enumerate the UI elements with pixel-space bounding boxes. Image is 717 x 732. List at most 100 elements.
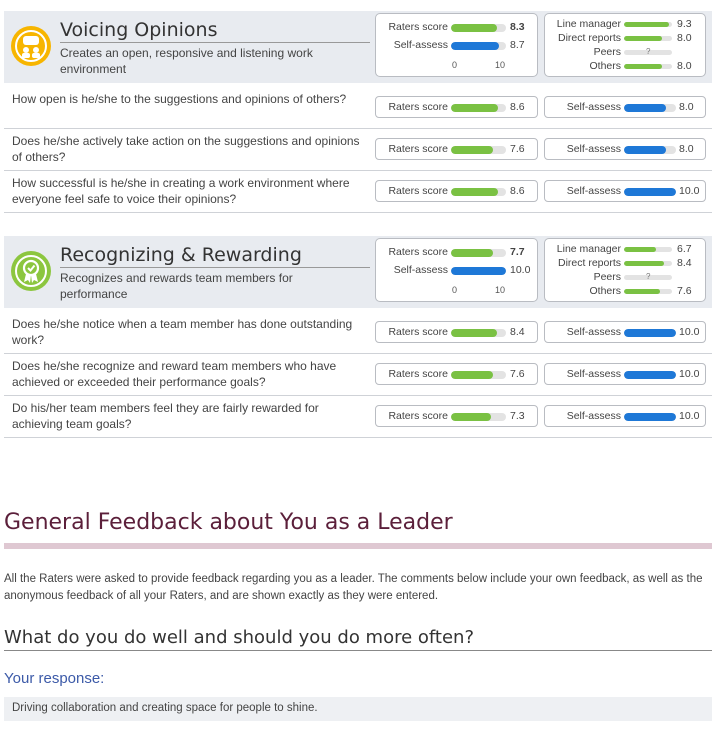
breakdown-bar [624, 261, 672, 266]
self-assess-value: 10.0 [679, 368, 700, 380]
self-assess-value: 10.0 [679, 185, 700, 197]
competency-description: Recognizes and rewards team members for … [60, 271, 293, 301]
question-raters-score: Raters score 8.6 [375, 180, 538, 202]
raters-score-bar [451, 413, 506, 421]
question-raters-score: Raters score 7.3 [375, 405, 538, 427]
self-assess-bar [624, 104, 676, 112]
raters-score-label: Raters score [388, 143, 448, 155]
self-assess-label: Self-assess [566, 326, 621, 338]
raters-score-value: 8.6 [510, 185, 525, 197]
raters-score-value: 7.6 [510, 368, 525, 380]
breakdown-value: 9.3 [677, 18, 692, 30]
breakdown-value: 8.0 [677, 60, 692, 72]
raters-score-value: 8.6 [510, 101, 525, 113]
no-data-mark: ? [646, 272, 651, 281]
self-assess-label: Self-assess [566, 101, 621, 113]
axis-min: 0 [452, 285, 458, 295]
question-self-assess: Self-assess 8.0 [544, 138, 706, 160]
raters-score-value: 8.4 [510, 326, 525, 338]
title-divider [60, 267, 370, 268]
breakdown-label: Peers [593, 271, 621, 283]
breakdown-bar [624, 36, 672, 41]
question-self-assess: Self-assess 10.0 [544, 363, 706, 385]
general-feedback-title: General Feedback about You as a Leader [4, 510, 453, 535]
breakdown-bar [624, 289, 672, 294]
self-assess-value: 10.0 [679, 326, 700, 338]
breakdown-label: Others [589, 285, 621, 297]
question-text: Does he/she notice when a team member ha… [12, 317, 353, 347]
rater-breakdown-box: Line manager 9.3 Direct reports 8.0 Peer… [544, 13, 706, 77]
self-assess-bar [451, 42, 506, 50]
question-raters-score: Raters score 7.6 [375, 138, 538, 160]
question-text: Does he/she actively take action on the … [12, 134, 360, 164]
question-divider [4, 650, 712, 651]
question-text: How open is he/she to the suggestions an… [12, 92, 347, 106]
self-assess-value: 10.0 [679, 410, 700, 422]
raters-score-label: Raters score [388, 326, 448, 338]
raters-score-bar [451, 104, 506, 112]
general-feedback-intro: All the Raters were asked to provide fee… [4, 573, 703, 602]
self-assess-bar [451, 267, 506, 275]
breakdown-label: Peers [593, 46, 621, 58]
rater-breakdown-box: Line manager 6.7 Direct reports 8.4 Peer… [544, 238, 706, 302]
self-assess-label: Self-assess [566, 143, 621, 155]
question-raters-score: Raters score 7.6 [375, 363, 538, 385]
award-ribbon-icon [10, 250, 52, 292]
breakdown-bar [624, 22, 672, 27]
breakdown-bar [624, 64, 672, 69]
breakdown-bar [624, 50, 672, 55]
self-assess-bar [624, 329, 676, 337]
raters-score-value: 7.6 [510, 143, 525, 155]
question-raters-score: Raters score 8.4 [375, 321, 538, 343]
breakdown-bar [624, 247, 672, 252]
raters-score-value: 7.7 [510, 246, 525, 258]
feedback-question: What do you do well and should you do mo… [4, 627, 475, 648]
self-assess-bar [624, 371, 676, 379]
summary-score-box: Raters score 8.3 Self-assess 8.7 0 10 [375, 13, 538, 77]
raters-score-bar [451, 188, 506, 196]
self-assess-label: Self-assess [393, 39, 448, 51]
self-assess-label: Self-assess [566, 368, 621, 380]
axis-max: 10 [495, 60, 506, 70]
raters-score-bar [451, 249, 506, 257]
self-assess-value: 8.7 [510, 39, 525, 51]
axis-max: 10 [495, 285, 506, 295]
raters-score-label: Raters score [388, 410, 448, 422]
raters-score-label: Raters score [388, 246, 448, 258]
question-self-assess: Self-assess 10.0 [544, 405, 706, 427]
question-row: Does he/she notice when a team member ha… [4, 312, 712, 354]
axis-min: 0 [452, 60, 458, 70]
competency-description: Creates an open, responsive and listenin… [60, 46, 313, 76]
raters-score-label: Raters score [388, 21, 448, 33]
question-text: How successful is he/she in creating a w… [12, 176, 350, 206]
question-raters-score: Raters score 8.6 [375, 96, 538, 118]
question-row: How successful is he/she in creating a w… [4, 171, 712, 213]
raters-score-bar [451, 24, 506, 32]
question-self-assess: Self-assess 10.0 [544, 321, 706, 343]
question-row: Does he/she actively take action on the … [4, 129, 712, 171]
raters-score-bar [451, 329, 506, 337]
self-assess-value: 8.0 [679, 143, 694, 155]
self-assess-label: Self-assess [566, 410, 621, 422]
breakdown-bar [624, 275, 672, 280]
self-assess-bar [624, 188, 676, 196]
raters-score-bar [451, 146, 506, 154]
raters-score-label: Raters score [388, 185, 448, 197]
self-assess-bar [624, 413, 676, 421]
title-divider [60, 42, 370, 43]
breakdown-value: 8.4 [677, 257, 692, 269]
raters-score-value: 7.3 [510, 410, 525, 422]
question-row: How open is he/she to the suggestions an… [4, 87, 712, 129]
response-text: Driving collaboration and creating space… [4, 697, 712, 721]
raters-score-label: Raters score [388, 368, 448, 380]
self-assess-bar [624, 146, 676, 154]
competency-header: Voicing Opinions Creates an open, respon… [4, 11, 712, 83]
self-assess-label: Self-assess [393, 264, 448, 276]
raters-score-label: Raters score [388, 101, 448, 113]
self-assess-value: 10.0 [510, 264, 531, 276]
competency-title: Voicing Opinions [60, 19, 218, 41]
question-text: Does he/she recognize and reward team me… [12, 359, 337, 389]
self-assess-label: Self-assess [566, 185, 621, 197]
breakdown-label: Line manager [556, 243, 621, 255]
no-data-mark: ? [646, 47, 651, 56]
